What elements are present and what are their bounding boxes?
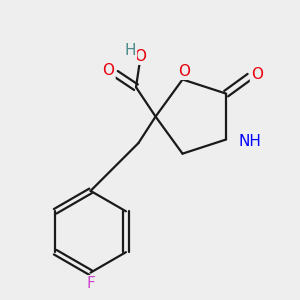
Text: O: O	[103, 63, 115, 78]
Text: H: H	[124, 43, 136, 58]
Text: F: F	[86, 276, 95, 291]
Text: NH: NH	[238, 134, 261, 149]
Text: O: O	[134, 49, 146, 64]
Text: O: O	[251, 67, 263, 82]
Text: O: O	[178, 64, 190, 79]
